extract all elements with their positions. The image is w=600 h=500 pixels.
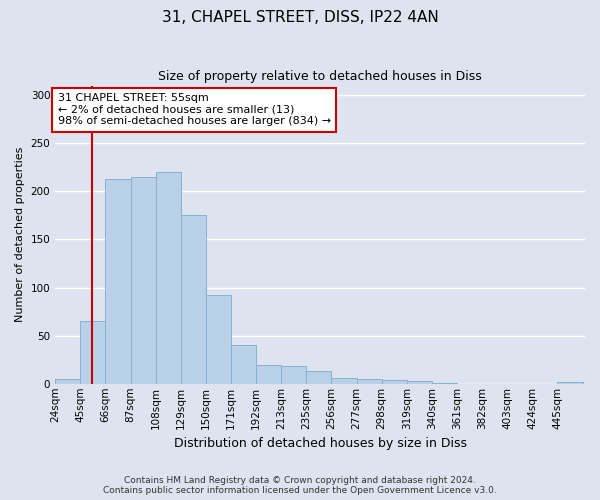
Bar [155,172,181,384]
Bar [256,364,281,384]
Title: Size of property relative to detached houses in Diss: Size of property relative to detached ho… [158,70,482,83]
Bar [382,380,407,384]
Text: Contains HM Land Registry data © Crown copyright and database right 2024.
Contai: Contains HM Land Registry data © Crown c… [103,476,497,495]
Bar [331,378,356,384]
Bar [80,321,106,384]
Bar [281,366,307,384]
Bar [557,382,583,384]
Bar [206,296,231,384]
Text: 31, CHAPEL STREET, DISS, IP22 4AN: 31, CHAPEL STREET, DISS, IP22 4AN [161,10,439,25]
X-axis label: Distribution of detached houses by size in Diss: Distribution of detached houses by size … [173,437,467,450]
Bar [231,346,256,384]
Bar [407,381,432,384]
Bar [356,379,382,384]
Bar [181,216,206,384]
Y-axis label: Number of detached properties: Number of detached properties [15,147,25,322]
Bar [55,379,80,384]
Bar [307,372,331,384]
Bar [106,179,131,384]
Text: 31 CHAPEL STREET: 55sqm
← 2% of detached houses are smaller (13)
98% of semi-det: 31 CHAPEL STREET: 55sqm ← 2% of detached… [58,94,331,126]
Bar [131,177,155,384]
Bar [432,383,457,384]
